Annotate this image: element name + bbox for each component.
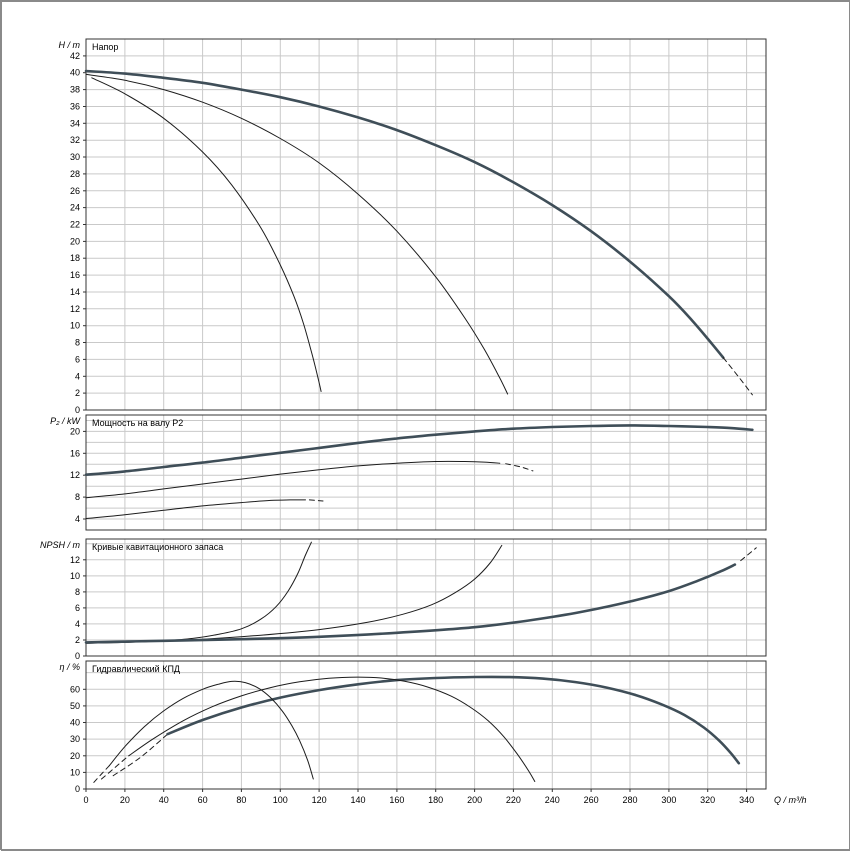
y-tick-label: 8 xyxy=(75,587,80,597)
y-tick-label: 10 xyxy=(70,571,80,581)
curve-head-large xyxy=(86,71,723,358)
panel-title: Мощность на валу P2 xyxy=(92,418,183,428)
y-tick-label: 36 xyxy=(70,102,80,112)
y-axis-label: NPSH / m xyxy=(40,540,81,550)
x-axis-label: Q / m³/h xyxy=(774,795,807,805)
y-tick-label: 50 xyxy=(70,701,80,711)
y-tick-label: 16 xyxy=(70,270,80,280)
y-tick-label: 8 xyxy=(75,492,80,502)
y-tick-label: 10 xyxy=(70,321,80,331)
x-tick-label: 300 xyxy=(661,795,676,805)
panel-efficiency: 0 10 20 30 40 50 60 η / % Гидравлический КПД xyxy=(59,661,766,794)
y-tick-label: 28 xyxy=(70,169,80,179)
y-tick-label: 60 xyxy=(70,684,80,694)
y-tick-label: 0 xyxy=(75,784,80,794)
y-tick-label: 40 xyxy=(70,718,80,728)
y-tick-label: 20 xyxy=(70,426,80,436)
curve-eff-large-start xyxy=(113,734,167,776)
curve-power-medium xyxy=(86,461,500,497)
curve-head-small xyxy=(92,78,321,392)
curve-head-medium xyxy=(86,74,508,394)
y-tick-label: 4 xyxy=(75,371,80,381)
panel-title: Кривые кавитационного запаса xyxy=(92,542,223,552)
x-tick-label: 200 xyxy=(467,795,482,805)
y-tick-label: 42 xyxy=(70,51,80,61)
x-tick-label: 0 xyxy=(83,795,88,805)
y-tick-label: 30 xyxy=(70,152,80,162)
x-tick-label: 220 xyxy=(506,795,521,805)
x-tick-label: 320 xyxy=(700,795,715,805)
y-tick-label: 12 xyxy=(70,470,80,480)
panel-border xyxy=(86,415,766,530)
x-tick-label: 100 xyxy=(273,795,288,805)
y-tick-label: 26 xyxy=(70,186,80,196)
panel-head: 024681012141618202224262830323436384042H… xyxy=(59,39,767,415)
y-tick-label: 4 xyxy=(75,619,80,629)
curve-eff-medium xyxy=(129,677,535,781)
y-tick-label: 18 xyxy=(70,253,80,263)
y-tick-label: 8 xyxy=(75,338,80,348)
y-tick-label: 0 xyxy=(75,405,80,415)
y-tick-label: 38 xyxy=(70,85,80,95)
y-tick-label: 14 xyxy=(70,287,80,297)
curve-npsh-small xyxy=(86,542,311,643)
x-tick-label: 80 xyxy=(236,795,246,805)
y-tick-label: 2 xyxy=(75,388,80,398)
y-tick-label: 34 xyxy=(70,118,80,128)
y-axis-label: H / m xyxy=(59,40,81,50)
y-tick-label: 12 xyxy=(70,304,80,314)
y-tick-label: 10 xyxy=(70,767,80,777)
curve-power-small-tail xyxy=(309,500,323,501)
x-tick-label: 120 xyxy=(312,795,327,805)
x-tick-label: 280 xyxy=(622,795,637,805)
y-tick-label: 6 xyxy=(75,603,80,613)
x-tick-label: 160 xyxy=(389,795,404,805)
y-tick-label: 6 xyxy=(75,354,80,364)
x-tick-label: 20 xyxy=(120,795,130,805)
curve-eff-large xyxy=(168,677,739,763)
x-tick-label: 340 xyxy=(739,795,754,805)
x-tick-label: 40 xyxy=(159,795,169,805)
x-axis: 0 20 40 60 80 100 120 140 160 180 200 220 240 260 280 3… xyxy=(83,789,806,805)
curve-eff-small-start xyxy=(94,766,110,783)
x-tick-label: 60 xyxy=(198,795,208,805)
x-tick-label: 260 xyxy=(584,795,599,805)
y-tick-label: 0 xyxy=(75,651,80,661)
y-tick-label: 30 xyxy=(70,734,80,744)
y-tick-label: 2 xyxy=(75,635,80,645)
y-tick-label: 16 xyxy=(70,448,80,458)
x-tick-label: 180 xyxy=(428,795,443,805)
panel-npsh: 0 2 4 6 8 10 12 NPSH / m Кривые кавитационного з… xyxy=(40,539,766,661)
y-tick-label: 20 xyxy=(70,236,80,246)
y-tick-label: 4 xyxy=(75,514,80,524)
curve-power-small xyxy=(86,500,306,519)
curve-npsh-large-tail xyxy=(741,548,757,561)
panel-title: Напор xyxy=(92,42,118,52)
panel-title: Гидравлический КПД xyxy=(92,664,180,674)
y-tick-label: 12 xyxy=(70,555,80,565)
x-tick-label: 140 xyxy=(350,795,365,805)
y-axis-label: P₂ / kW xyxy=(50,416,81,426)
y-tick-label: 20 xyxy=(70,751,80,761)
x-tick-label: 240 xyxy=(545,795,560,805)
curve-power-large xyxy=(86,425,752,474)
y-tick-label: 24 xyxy=(70,203,80,213)
y-tick-label: 40 xyxy=(70,68,80,78)
y-axis-label: η / % xyxy=(59,662,80,672)
y-tick-label: 32 xyxy=(70,135,80,145)
y-tick-label: 22 xyxy=(70,220,80,230)
